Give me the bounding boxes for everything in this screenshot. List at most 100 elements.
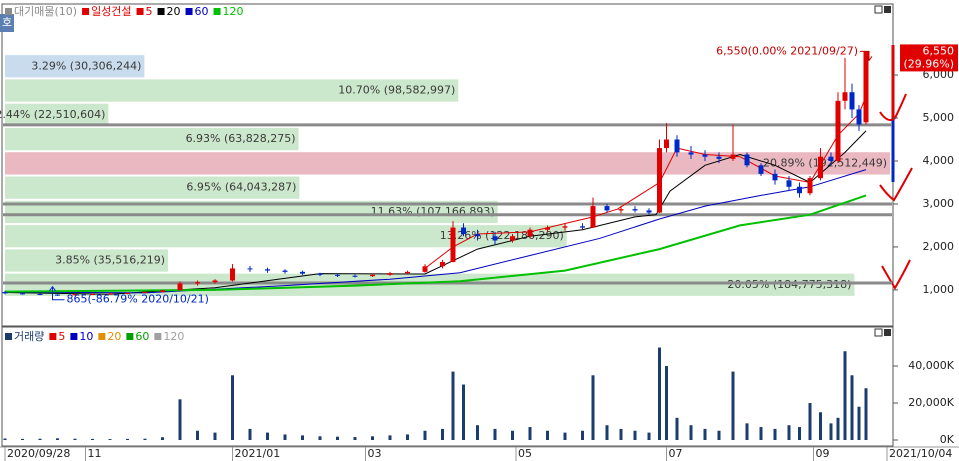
- candle-body: [90, 293, 95, 295]
- candle-body: [352, 275, 358, 277]
- volume-bar: [633, 430, 637, 440]
- volume-profile-label: 6.95% (64,043,287): [186, 181, 296, 194]
- window-button[interactable]: [874, 328, 883, 337]
- candle-body: [828, 156, 834, 161]
- candle-body: [657, 148, 662, 213]
- volume-bar: [836, 417, 840, 440]
- window-button[interactable]: [874, 5, 883, 14]
- candle-body: [772, 173, 778, 181]
- candle-body: [2, 292, 8, 294]
- candle-body: [856, 109, 862, 125]
- candle-body: [440, 261, 445, 267]
- last-price-tag: [900, 44, 958, 72]
- price-layer: 20.05% (184,775,318)3.85% (35,516,219)13…: [0, 4, 958, 306]
- volume-profile-label: 3.29% (30,306,244): [31, 59, 141, 72]
- volume-bar: [511, 430, 514, 440]
- candle-body: [849, 92, 855, 110]
- candle-body: [618, 209, 624, 211]
- y-tick-label: 4,000: [923, 154, 955, 167]
- y-tick-label: 2,000: [923, 240, 955, 253]
- legend-swatch: [5, 8, 12, 15]
- volume-bar: [745, 423, 749, 440]
- volume-bar: [73, 438, 77, 440]
- last-price-change: (29.96%): [903, 57, 954, 70]
- volume-profile-bar: [5, 225, 567, 248]
- y-tick-label: 0K: [940, 433, 955, 446]
- window-button[interactable]: [884, 329, 891, 336]
- volume-bar: [857, 406, 861, 440]
- candle-body: [125, 292, 130, 294]
- volume-bar: [658, 347, 661, 440]
- volume-bar: [318, 436, 322, 440]
- legend-swatch: [49, 333, 57, 340]
- volume-bar: [38, 438, 42, 440]
- candle-body: [835, 100, 841, 161]
- window-button[interactable]: [884, 6, 891, 13]
- candle-body: [807, 178, 813, 194]
- volume-profile-label: 13.26% (122,186,290): [440, 229, 564, 242]
- legend-label: 20: [107, 330, 121, 343]
- legend-label: 60: [135, 330, 149, 343]
- side-button-label[interactable]: 호: [2, 16, 12, 29]
- candle-body: [142, 292, 148, 294]
- candle-body: [744, 154, 750, 166]
- volume-bar: [808, 403, 812, 440]
- candle-body: [72, 294, 78, 296]
- volume-bar: [266, 432, 269, 440]
- candle-body: [545, 227, 550, 230]
- volume-bar: [581, 430, 584, 440]
- volume-profile-label: 6.93% (63,828,275): [186, 132, 296, 145]
- volume-bar: [336, 436, 339, 440]
- candle-body: [461, 227, 466, 235]
- candle-body: [450, 227, 456, 262]
- volume-bar: [619, 428, 623, 440]
- volume-bar: [850, 375, 854, 440]
- moving-average: [4, 130, 867, 295]
- side-button[interactable]: [0, 14, 14, 32]
- x-tick-label: 2020/09/28: [7, 447, 70, 460]
- moving-average: [4, 169, 867, 294]
- candle-body: [688, 152, 694, 155]
- volume-bar: [353, 437, 357, 440]
- volume-bar: [21, 438, 24, 440]
- annotation-arrow: [49, 285, 65, 301]
- volume-bar: [476, 425, 479, 440]
- legend-label: 20: [167, 5, 181, 18]
- legend-swatch: [126, 333, 134, 340]
- candle-body: [786, 180, 792, 187]
- hand-mark: [879, 167, 913, 202]
- annotation-arrow: [860, 50, 873, 62]
- volume-profile-bar: [5, 79, 459, 102]
- volume-bar: [759, 427, 763, 440]
- candle-body: [562, 226, 568, 228]
- last-price-label: 6,550: [923, 44, 955, 57]
- volume-bar: [829, 423, 833, 440]
- volume-bar: [462, 384, 465, 440]
- volume-bar: [605, 425, 609, 440]
- candle-body: [212, 280, 218, 283]
- candle-body: [422, 266, 428, 272]
- candle-body: [797, 186, 802, 194]
- candle-body: [842, 92, 848, 101]
- legend-label: 대기매물(10): [14, 5, 77, 18]
- candle-body: [370, 274, 375, 277]
- y-tick-label: 20,000K: [908, 396, 954, 409]
- volume-profile-bar: [5, 200, 498, 224]
- volume-profile-label: 2.44% (22,510,604): [0, 108, 105, 121]
- volume-panel-frame: [1, 326, 894, 447]
- legend-label: 거래량: [14, 330, 44, 343]
- volume-bar: [689, 425, 693, 440]
- legend-swatch: [185, 8, 193, 15]
- annotation: 865(-86.79% 2020/10/21): [67, 293, 209, 306]
- volume-bar: [493, 428, 497, 440]
- candle-body: [863, 51, 869, 123]
- volume-bar: [843, 351, 847, 440]
- y-tick-label: 1,000: [923, 283, 955, 296]
- legend-label: 5: [58, 330, 65, 343]
- candle-body: [335, 274, 340, 276]
- volume-bar: [248, 428, 252, 440]
- candle-body: [177, 283, 183, 291]
- volume-profile-label: 20.89% (192,512,449): [763, 156, 887, 169]
- volume-bar: [213, 432, 217, 440]
